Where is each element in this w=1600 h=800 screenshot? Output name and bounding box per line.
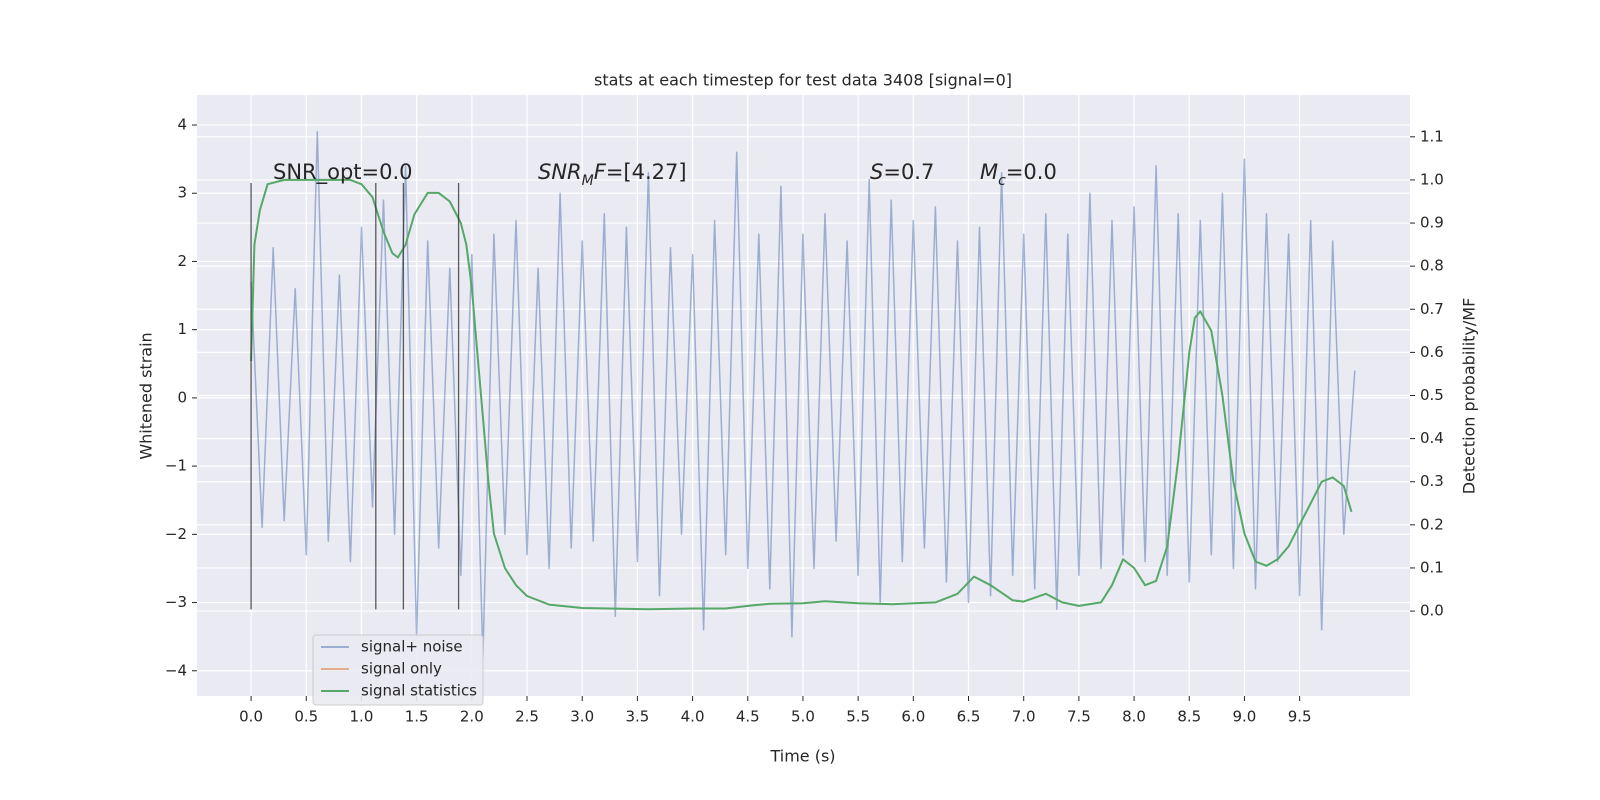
y-axis-label: Whitened strain <box>137 332 156 459</box>
y-tick-label: −2 <box>165 525 187 543</box>
y-tick-label: 3 <box>177 184 187 202</box>
x-axis-label: Time (s) <box>769 747 835 766</box>
y2-tick-label: 0.5 <box>1420 386 1444 404</box>
annotation: SNRMF=[4.27] <box>538 160 687 189</box>
annotation: S=0.7 <box>870 160 934 184</box>
y-tick-label: 1 <box>177 320 187 338</box>
y2-tick-label: 1.0 <box>1420 170 1444 188</box>
annotation: SNR_opt=0.0 <box>273 160 413 185</box>
y-tick-label: 2 <box>177 252 187 270</box>
y2-tick-label: 0.1 <box>1420 558 1444 576</box>
chart-title: stats at each timestep for test data 340… <box>594 71 1012 90</box>
x-tick-label: 0.5 <box>294 708 318 726</box>
annotation-part: c <box>998 173 1006 189</box>
x-tick-label: 5.0 <box>791 708 815 726</box>
y2-tick-label: 0.7 <box>1420 300 1444 318</box>
y-tick-label: 4 <box>177 116 187 134</box>
y2-tick-label: 0.4 <box>1420 429 1444 447</box>
y2-tick-label: 0.0 <box>1420 602 1444 620</box>
x-tick-label: 9.0 <box>1233 708 1257 726</box>
y2-tick-label: 0.6 <box>1420 343 1444 361</box>
y-tick-label: 0 <box>177 388 187 406</box>
x-tick-label: 9.5 <box>1288 708 1312 726</box>
legend-label: signal only <box>361 660 442 678</box>
annotation-part: SNR_opt=0.0 <box>273 160 413 185</box>
y2-tick-label: 0.9 <box>1420 214 1444 232</box>
y-tick-label: −1 <box>165 457 187 475</box>
x-tick-label: 6.5 <box>957 708 981 726</box>
x-tick-label: 1.0 <box>350 708 374 726</box>
series-line <box>250 131 1356 658</box>
y2-tick-label: 0.2 <box>1420 515 1444 533</box>
annotation-part: =0.7 <box>883 160 934 184</box>
x-tick-label: 6.0 <box>901 708 925 726</box>
annotation: Mc=0.0 <box>980 160 1057 189</box>
y2-tick-label: 1.1 <box>1420 127 1444 145</box>
x-tick-label: 2.0 <box>460 708 484 726</box>
y2-tick-label: 0.3 <box>1420 472 1444 490</box>
annotation-part: F <box>594 160 607 184</box>
legend-box <box>312 634 484 706</box>
y-tick-label: −4 <box>165 661 187 679</box>
annotation-part: M <box>582 173 594 189</box>
y2-tick-label: 0.8 <box>1420 257 1444 275</box>
legend-label: signal statistics <box>361 682 477 700</box>
x-tick-label: 0.0 <box>239 708 263 726</box>
legend-label: signal+ noise <box>361 638 463 656</box>
x-tick-label: 3.5 <box>625 708 649 726</box>
x-tick-label: 4.0 <box>681 708 705 726</box>
x-tick-label: 1.5 <box>405 708 429 726</box>
x-tick-label: 8.5 <box>1177 708 1201 726</box>
x-tick-label: 7.5 <box>1067 708 1091 726</box>
annotation-part: S <box>870 160 883 184</box>
y-tick-label: −3 <box>165 593 187 611</box>
x-tick-label: 2.5 <box>515 708 539 726</box>
annotation-part: M <box>980 160 998 184</box>
annotation-part: SNR <box>538 160 582 184</box>
series-line <box>250 178 1353 611</box>
x-tick-label: 4.5 <box>736 708 760 726</box>
y2-axis-label: Detection probability/MF <box>1460 298 1479 495</box>
x-tick-label: 3.0 <box>570 708 594 726</box>
x-tick-label: 8.0 <box>1122 708 1146 726</box>
annotation-part: =[4.27] <box>606 160 687 184</box>
annotation-part: =0.0 <box>1006 160 1057 184</box>
x-tick-label: 7.0 <box>1012 708 1036 726</box>
x-tick-label: 5.5 <box>846 708 870 726</box>
